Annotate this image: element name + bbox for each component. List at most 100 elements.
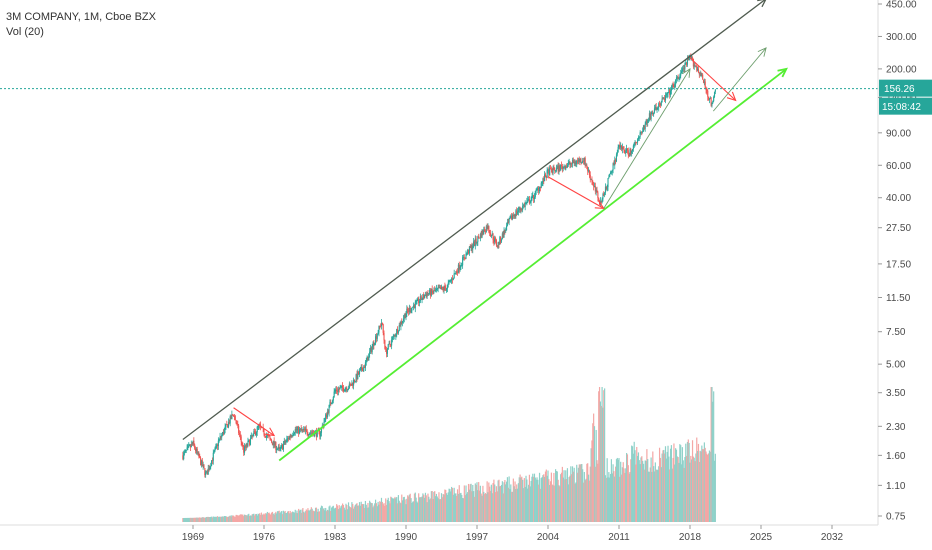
volume-bar	[259, 513, 261, 522]
candle-body	[549, 168, 551, 176]
volume-bar	[385, 498, 387, 522]
candle-body	[191, 444, 193, 445]
candle-body	[482, 230, 484, 234]
volume-bar	[514, 481, 516, 522]
volume-bar	[536, 477, 538, 522]
x-tick-label: 2011	[608, 532, 630, 543]
volume-bar	[655, 469, 657, 522]
volume-bar	[681, 447, 683, 522]
volume-bar	[367, 502, 369, 522]
candle-body	[493, 239, 495, 242]
candle-body	[296, 429, 298, 431]
time-axis[interactable]: 1969 1976 1983 1990 1997 2004 2011 2018 2025 2032	[182, 525, 844, 543]
volume-bar	[314, 507, 317, 522]
volume-bar	[328, 506, 330, 522]
volume-bar	[369, 502, 372, 522]
candle-body	[601, 199, 603, 203]
candle-body	[223, 429, 225, 435]
candle-body	[702, 79, 705, 83]
candle-body	[536, 189, 538, 190]
volume-bar	[239, 514, 241, 522]
volume-bar	[393, 498, 395, 522]
candle-body	[587, 168, 589, 172]
volume-bar	[407, 495, 409, 522]
volume-bar	[386, 499, 389, 522]
volume-bar	[333, 508, 335, 522]
candle-body	[508, 218, 510, 223]
candle-body	[538, 186, 541, 191]
volume-bar	[687, 439, 689, 522]
candle-body	[271, 440, 273, 443]
volume-bar	[694, 461, 696, 522]
volume-bar	[276, 511, 279, 522]
candle-body	[441, 286, 443, 289]
candle-body	[708, 98, 710, 100]
candle-body	[253, 431, 255, 434]
candle-body	[295, 429, 297, 431]
volume-bar	[396, 503, 399, 522]
candle-body	[421, 299, 423, 300]
candle-body	[636, 142, 638, 143]
candle-body	[429, 289, 431, 294]
volume-bar	[285, 512, 287, 522]
candle-body	[238, 433, 241, 435]
volume-bar	[327, 510, 329, 522]
volume-bar	[340, 506, 342, 522]
volume-bar	[290, 513, 292, 522]
candle-body	[378, 325, 380, 333]
volume-bar	[488, 482, 490, 522]
candle-body	[309, 433, 311, 436]
candle-body	[372, 342, 374, 347]
candle-body	[226, 424, 228, 426]
volume-bar	[188, 517, 190, 522]
y-tick-label: 7.50	[886, 327, 906, 338]
candle-body	[347, 389, 349, 391]
candle-body	[679, 75, 681, 79]
volume-bar	[287, 511, 289, 522]
volume-bar	[419, 497, 421, 522]
volume-bar	[402, 497, 405, 522]
candle-body	[571, 159, 574, 164]
candle-body	[683, 68, 685, 70]
candle-body	[643, 125, 645, 129]
candle-body	[197, 452, 199, 454]
volume-bar	[467, 483, 470, 522]
candle-body	[391, 339, 393, 346]
volume-bar	[461, 494, 463, 522]
candle-body	[490, 235, 492, 237]
candle-body	[711, 102, 713, 106]
volume-bar	[683, 467, 685, 522]
candle-body	[566, 165, 568, 167]
price-axis[interactable]: 450.00300.00200.00140.0090.0060.0040.002…	[878, 0, 917, 523]
volume-bar	[196, 517, 198, 522]
candle-body	[577, 160, 579, 162]
correction-arrow-head	[726, 91, 737, 102]
candle-body	[615, 159, 617, 162]
candle-body	[499, 237, 501, 245]
candle-body	[419, 296, 421, 302]
volume-bar	[227, 516, 229, 522]
volume-bar	[433, 491, 435, 522]
candle-body	[363, 366, 365, 372]
candle-body	[234, 416, 236, 421]
candle-body	[326, 411, 328, 418]
candle-body	[406, 308, 408, 314]
volume-bar	[422, 493, 424, 522]
candle-body	[272, 440, 274, 446]
candle-body	[342, 385, 344, 388]
volume-bar	[648, 471, 651, 522]
volume-indicator-label[interactable]: Vol (20)	[6, 26, 44, 38]
volume-bar	[668, 456, 670, 522]
candle-body	[194, 448, 197, 451]
volume-bar	[441, 497, 443, 522]
candle-body	[680, 71, 683, 74]
volume-bar	[634, 450, 636, 522]
volume-bar	[500, 484, 503, 522]
volume-bar	[415, 497, 417, 522]
symbol-title[interactable]: 3M COMPANY, 1M, Cboe BZX	[6, 11, 156, 23]
volume-bar	[673, 443, 675, 522]
candle-body	[541, 182, 543, 184]
candle-body	[527, 199, 529, 202]
volume-bar	[426, 502, 428, 522]
